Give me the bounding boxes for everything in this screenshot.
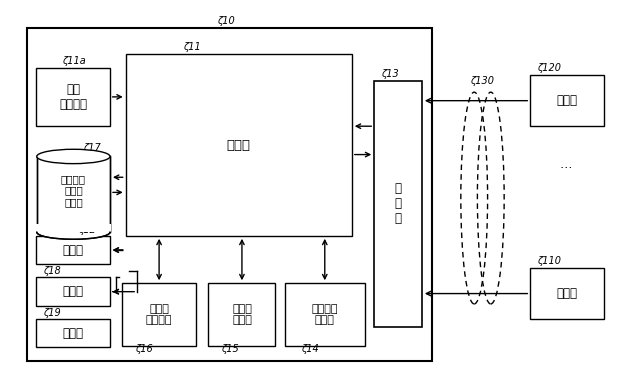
Text: ζ17: ζ17 (83, 142, 100, 153)
Text: ζ15: ζ15 (221, 344, 239, 354)
Bar (125, 54, 352, 236)
Text: 通
信
部: 通 信 部 (394, 182, 401, 225)
Text: ルート
最適化部: ルート 最適化部 (146, 304, 172, 325)
Bar (285, 283, 365, 346)
Text: ζ120: ζ120 (537, 63, 561, 73)
Bar (122, 283, 196, 346)
Bar (36, 277, 109, 306)
Text: 出力部: 出力部 (63, 285, 84, 298)
Bar (374, 81, 422, 327)
Text: ζ10: ζ10 (217, 16, 235, 26)
Ellipse shape (36, 225, 110, 239)
Text: ζ130: ζ130 (470, 77, 493, 86)
Bar (36, 67, 109, 126)
Bar (531, 75, 604, 126)
Text: センサ: センサ (556, 94, 577, 107)
Text: ζ19: ζ19 (43, 308, 61, 318)
Text: …: … (559, 157, 572, 171)
Bar (209, 283, 275, 346)
Text: ζ14: ζ14 (301, 344, 319, 354)
Text: 内部
クロック: 内部 クロック (59, 83, 87, 111)
Text: 記憶部: 記憶部 (63, 243, 84, 256)
Text: ζ16: ζ16 (135, 344, 153, 354)
Text: ζ13: ζ13 (381, 69, 398, 79)
Bar (36, 236, 109, 264)
Bar (36, 319, 109, 347)
Text: ζ12: ζ12 (78, 225, 95, 235)
Bar (36, 157, 110, 232)
Text: 時間帯別
ルート
記憶部: 時間帯別 ルート 記憶部 (61, 174, 86, 207)
Ellipse shape (36, 149, 110, 164)
Text: 移動体: 移動体 (556, 287, 577, 300)
Text: ζ110: ζ110 (537, 256, 561, 266)
Bar (531, 268, 604, 319)
Bar (35, 224, 111, 232)
Bar (27, 28, 431, 361)
Text: ζ11a: ζ11a (62, 56, 86, 66)
Text: ζ11: ζ11 (183, 42, 201, 53)
Text: 混雑状況
解析部: 混雑状況 解析部 (312, 304, 338, 325)
Text: 入力部: 入力部 (63, 327, 84, 340)
Text: 制御部: 制御部 (227, 139, 251, 152)
Text: ルート
生成部: ルート 生成部 (232, 304, 252, 325)
Text: ζ18: ζ18 (43, 266, 61, 276)
